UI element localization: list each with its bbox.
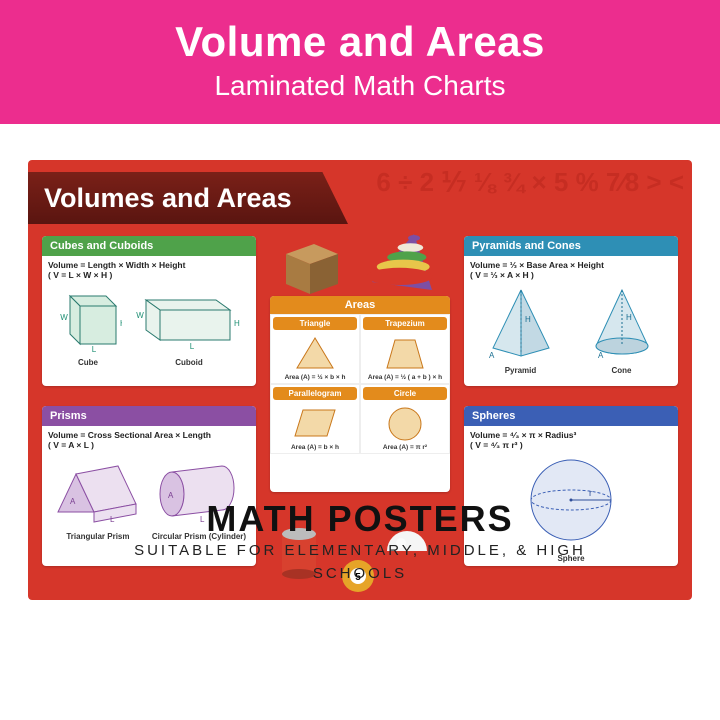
panel-pyramids: Pyramids and Cones Volume = ⅓ × Base Are… <box>464 236 678 386</box>
svg-text:A: A <box>489 351 495 360</box>
pyr-formula-1: Volume = ⅓ × Base Area × Height <box>470 260 672 270</box>
svg-text:H: H <box>234 319 240 328</box>
sph-formula-2: ( V = ⁴⁄₃ π r³ ) <box>470 440 672 450</box>
cube-label: Cube <box>54 358 122 367</box>
pri-formula-2: ( V = A × L ) <box>48 440 250 450</box>
svg-text:L: L <box>190 342 195 351</box>
cone-svg: A H <box>582 284 662 362</box>
panel-cubes-body: Volume = Length × Width × Height ( V = L… <box>42 256 256 373</box>
header-banner: Volume and Areas Laminated Math Charts <box>0 0 720 124</box>
pyramid-svg: A H <box>481 284 561 362</box>
area-cell-triangle: TriangleArea (A) = ½ × b × h <box>270 314 360 384</box>
cube-svg: L W H <box>54 284 122 354</box>
prop-party-hat <box>356 230 446 305</box>
overlay-subtitle: SUITABLE FOR ELEMENTARY, MIDDLE, & HIGH … <box>0 540 720 585</box>
panel-cubes-title: Cubes and Cuboids <box>50 240 153 252</box>
header-title: Volume and Areas <box>0 18 720 66</box>
area-cell-circle: CircleArea (A) = π r² <box>360 384 450 454</box>
panel-cubes: Cubes and Cuboids Volume = Length × Widt… <box>42 236 256 386</box>
pyramid-label: Pyramid <box>481 366 561 375</box>
cuboid-label: Cuboid <box>134 358 244 367</box>
prop-cardboard-box <box>276 236 348 307</box>
areas-grid: TriangleArea (A) = ½ × b × hTrapeziumAre… <box>270 314 450 454</box>
cubes-formula-2: ( V = L × W × H ) <box>48 270 250 280</box>
svg-text:H: H <box>626 313 632 322</box>
svg-text:L: L <box>92 345 97 354</box>
panel-pyramids-head: Pyramids and Cones <box>464 236 678 256</box>
cone-label: Cone <box>582 366 662 375</box>
svg-text:W: W <box>60 313 68 322</box>
cubes-shapes-row: L W H Cube L W H <box>48 284 250 367</box>
panel-areas: Areas TriangleArea (A) = ½ × b × hTrapez… <box>270 296 450 492</box>
sph-formula-1: Volume = ⁴⁄₃ × π × Radius³ <box>470 430 672 440</box>
shape-cone: A H Cone <box>582 284 662 375</box>
overlay-title: MATH POSTERS <box>0 498 720 540</box>
shape-cube: L W H Cube <box>54 284 122 367</box>
shape-cuboid: L W H Cuboid <box>134 284 244 367</box>
header-subtitle: Laminated Math Charts <box>0 70 720 102</box>
shape-pyramid: A H Pyramid <box>481 284 561 375</box>
panel-prisms-head: Prisms <box>42 406 256 426</box>
cuboid-svg: L W H <box>134 284 244 354</box>
svg-text:H: H <box>525 315 531 324</box>
panel-spheres-head: Spheres <box>464 406 678 426</box>
svg-text:r: r <box>589 488 592 498</box>
panel-pyramids-body: Volume = ⅓ × Base Area × Height ( V = ⅓ … <box>464 256 678 381</box>
svg-text:H: H <box>120 319 122 328</box>
svg-text:A: A <box>598 351 604 360</box>
area-cell-parallelogram: ParallelogramArea (A) = b × h <box>270 384 360 454</box>
poster-title-text: Volumes and Areas <box>44 183 292 214</box>
panel-pyramids-title: Pyramids and Cones <box>472 240 581 252</box>
panel-spheres-title: Spheres <box>472 410 515 422</box>
pyramids-shapes-row: A H Pyramid A H Cone <box>470 284 672 375</box>
area-cell-trapezium: TrapeziumArea (A) = ½ ( a + b ) × h <box>360 314 450 384</box>
panel-prisms-title: Prisms <box>50 410 87 422</box>
pyr-formula-2: ( V = ⅓ × A × H ) <box>470 270 672 280</box>
poster-title-strip: Volumes and Areas <box>28 172 348 224</box>
panel-cubes-head: Cubes and Cuboids <box>42 236 256 256</box>
pri-formula-1: Volume = Cross Sectional Area × Length <box>48 430 250 440</box>
svg-text:W: W <box>136 311 144 320</box>
cubes-formula-1: Volume = Length × Width × Height <box>48 260 250 270</box>
